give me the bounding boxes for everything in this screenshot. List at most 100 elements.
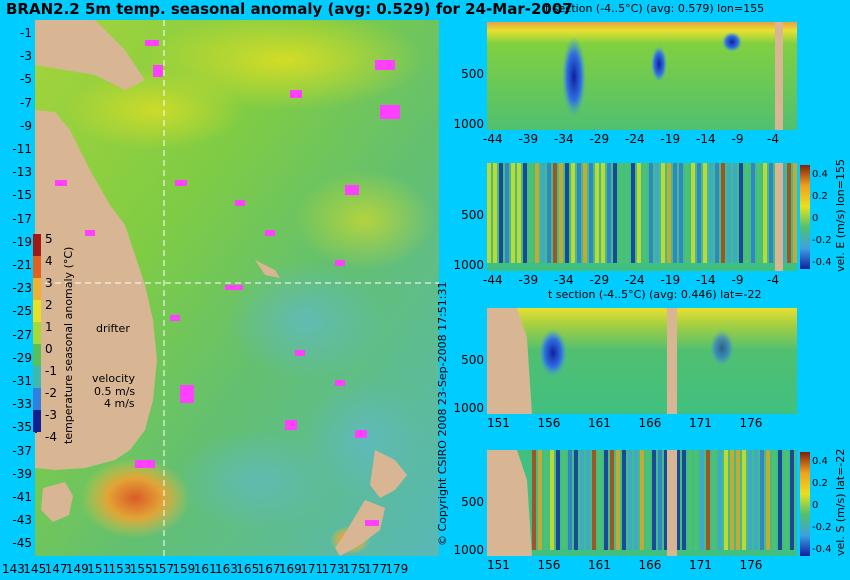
velocity-stripe [661,163,665,263]
lon-tick: 179 [385,562,409,576]
lat-tick: -19 [12,234,32,249]
velocity-stripe [529,163,533,263]
panel1-svg [487,22,797,130]
velocity-stripe [601,163,605,263]
x-tick: -4 [767,273,779,287]
x-tick: 171 [689,558,712,572]
x-tick: 151 [487,416,510,430]
lon-tick: 155 [129,562,153,576]
panel2-svg [487,163,797,271]
lat-tick: -11 [12,142,32,156]
lon-tick: 149 [65,562,89,576]
velocity-stripe [736,450,740,550]
velocity-label: velocity [92,372,135,385]
cbar-tick: -1 [45,364,57,378]
velocity-stripe [667,163,671,263]
velocity-stripe [721,163,725,263]
x-tick: -19 [660,132,681,146]
velocity-stripe [700,450,704,550]
lat-tick: -3 [20,49,32,64]
x-tick: -29 [589,273,610,287]
depth-tick: 500 [461,494,484,509]
x-tick: 161 [588,558,611,572]
x-tick: -44 [483,132,503,146]
velocity-stripe [604,450,608,550]
lat-tick: -39 [12,466,32,481]
depth-tick: 1000 [453,258,484,273]
x-tick: 176 [739,416,763,430]
velocity-stripe [742,450,746,550]
lat-tick: -41 [12,490,32,504]
lon-tick: 145 [23,562,47,576]
velocity-stripe [598,450,602,550]
velocity-stripe [646,450,650,550]
colorbar-tick: -0.4 [812,544,832,555]
lat-tick: -43 [12,513,32,528]
lat-tick: -45 [12,536,32,551]
velocity-stripe [778,450,782,550]
lat-tick: -17 [12,211,32,226]
velocity-stripe [556,450,560,550]
vel-e-colorbar [800,165,810,269]
x-tick: 156 [537,558,561,572]
cbar-tick: 4 [45,254,53,268]
cbar-tick: 5 [45,232,53,246]
lat-tick: -23 [12,281,32,296]
panel2-velocity-east [487,163,797,271]
colorbar-tick: -0.2 [812,522,832,533]
panel1-title: t section (-4..5°C) (avg: 0.579) lon=155 [545,2,765,15]
velocity-stripe [631,163,635,263]
sst-anomaly-map [35,20,439,556]
panel3-temp-section-lat [487,308,797,414]
vel-s-label: vel. S (m/s) lat=-22 [834,448,847,556]
velocity-stripe [583,163,587,263]
x-tick: -9 [731,132,744,146]
x-tick: 166 [638,416,662,430]
velocity-stripe [538,450,542,550]
velocity-stripe [625,163,629,263]
x-tick: 171 [689,416,712,430]
velocity-stripe [610,450,614,550]
lat-tick: -29 [12,350,32,365]
x-tick: -39 [518,273,539,287]
velocity-stripe [517,163,521,263]
velocity-stripe [505,163,509,263]
drifter-label: drifter [96,322,130,335]
velocity-stripe [691,163,695,263]
velocity-stripe [643,163,647,263]
lon-tick: 161 [193,562,217,576]
velocity-stripe [553,163,557,263]
velocity-stripe [772,450,776,550]
cbar-tick: -4 [45,430,57,444]
cbar-tick: 0 [45,342,53,356]
x-tick: -29 [589,132,610,146]
velocity-stripe [622,450,626,550]
velocity-stripe [616,450,620,550]
velocity-stripe [607,163,611,263]
velocity-stripe [733,163,737,263]
cbar-tick: 1 [45,320,53,334]
lat-tick: -35 [12,420,32,435]
velocity-stripe [730,450,734,550]
velocity-stripe [757,163,761,263]
depth-tick: 1000 [453,401,484,416]
colorbar-tick: 0.2 [812,478,828,489]
velocity-stripe [745,163,749,263]
chart-title: BRAN2.2 5m temp. seasonal anomaly (avg: … [6,0,573,18]
lat-tick: -1 [20,26,32,40]
velocity-stripe [544,450,548,550]
velocity-stripe [709,163,713,263]
lat-tick: -15 [12,188,32,203]
cbar-tick: 2 [45,298,53,312]
velocity-stripe [706,450,710,550]
colorbar-tick: 0 [812,500,819,511]
lon-tick: 143 [2,562,25,576]
velocity-stripe [595,163,599,263]
velocity-stripe [574,450,578,550]
velocity-stripe [694,450,698,550]
colorbar-label: temperature seasonal anomaly (°C) [62,246,75,444]
velocity-stripe [592,450,596,550]
panel3-svg [487,308,797,414]
lon-tick: 153 [108,562,132,576]
velocity-stripe [586,450,590,550]
